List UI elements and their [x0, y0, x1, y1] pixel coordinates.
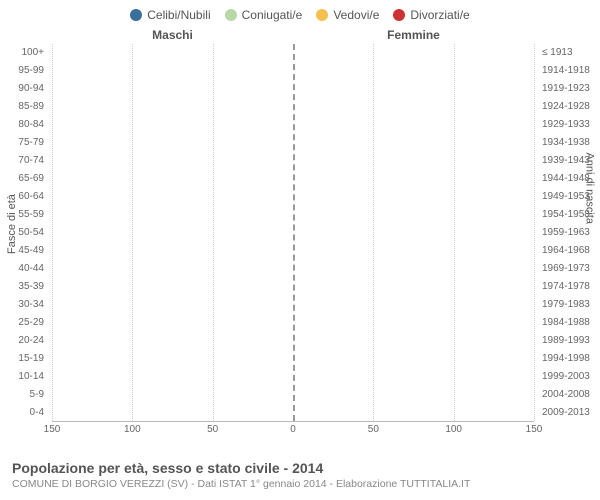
birth-tick: 2004-2008 — [538, 386, 600, 404]
age-tick: 80-84 — [0, 116, 48, 134]
legend-swatch — [316, 9, 328, 21]
pyramid-row — [52, 369, 534, 384]
pyramid-row — [52, 261, 534, 276]
birth-axis: ≤ 19131914-19181919-19231924-19281929-19… — [538, 44, 600, 422]
pyramid-row — [52, 297, 534, 312]
birth-tick: 2009-2013 — [538, 404, 600, 422]
legend-label: Coniugati/e — [242, 8, 303, 22]
male-label: Maschi — [52, 28, 293, 42]
birth-tick: 1969-1973 — [538, 260, 600, 278]
birth-tick: 1924-1928 — [538, 98, 600, 116]
legend-item: Divorziati/e — [393, 8, 469, 22]
age-tick: 5-9 — [0, 386, 48, 404]
plot-area — [52, 44, 534, 422]
x-tick: 0 — [290, 424, 296, 435]
birth-tick: 1974-1978 — [538, 278, 600, 296]
x-tick: 100 — [124, 424, 141, 435]
x-tick: 50 — [368, 424, 379, 435]
age-tick: 25-29 — [0, 314, 48, 332]
pyramid-row — [52, 225, 534, 240]
legend-label: Divorziati/e — [410, 8, 469, 22]
age-tick: 50-54 — [0, 224, 48, 242]
birth-tick: 1929-1933 — [538, 116, 600, 134]
pyramid-row — [52, 207, 534, 222]
pyramid-row — [52, 333, 534, 348]
age-tick: 20-24 — [0, 332, 48, 350]
age-axis: 100+95-9990-9485-8980-8475-7970-7465-696… — [0, 44, 48, 422]
age-tick: 0-4 — [0, 404, 48, 422]
footer: Popolazione per età, sesso e stato civil… — [12, 460, 588, 490]
birth-tick: 1989-1993 — [538, 332, 600, 350]
legend-swatch — [130, 9, 142, 21]
age-tick: 10-14 — [0, 368, 48, 386]
pyramid-row — [52, 135, 534, 150]
pyramid-row — [52, 81, 534, 96]
pyramid-row — [52, 45, 534, 60]
age-tick: 100+ — [0, 44, 48, 62]
gender-labels: Maschi Femmine — [0, 28, 600, 42]
age-tick: 90-94 — [0, 80, 48, 98]
legend-swatch — [393, 9, 405, 21]
x-tick: 150 — [526, 424, 543, 435]
birth-tick: 1959-1963 — [538, 224, 600, 242]
age-tick: 65-69 — [0, 170, 48, 188]
legend-item: Vedovi/e — [316, 8, 379, 22]
legend-label: Celibi/Nubili — [147, 8, 210, 22]
birth-tick: ≤ 1913 — [538, 44, 600, 62]
x-tick: 150 — [44, 424, 61, 435]
chart-subtitle: COMUNE DI BORGIO VEREZZI (SV) - Dati IST… — [12, 478, 588, 490]
birth-tick: 1984-1988 — [538, 314, 600, 332]
x-tick: 50 — [207, 424, 218, 435]
birth-tick: 1979-1983 — [538, 296, 600, 314]
birth-tick: 1944-1948 — [538, 170, 600, 188]
age-tick: 35-39 — [0, 278, 48, 296]
pyramid-row — [52, 315, 534, 330]
pyramid-row — [52, 279, 534, 294]
age-tick: 40-44 — [0, 260, 48, 278]
birth-tick: 1914-1918 — [538, 62, 600, 80]
pyramid-row — [52, 153, 534, 168]
legend-item: Coniugati/e — [225, 8, 303, 22]
pyramid-row — [52, 189, 534, 204]
birth-tick: 1994-1998 — [538, 350, 600, 368]
pyramid-row — [52, 243, 534, 258]
age-tick: 15-19 — [0, 350, 48, 368]
birth-tick: 1949-1953 — [538, 188, 600, 206]
age-tick: 30-34 — [0, 296, 48, 314]
birth-tick: 1964-1968 — [538, 242, 600, 260]
age-tick: 75-79 — [0, 134, 48, 152]
grid-line — [534, 44, 535, 421]
pyramid-row — [52, 99, 534, 114]
age-tick: 60-64 — [0, 188, 48, 206]
female-label: Femmine — [293, 28, 534, 42]
legend-label: Vedovi/e — [333, 8, 379, 22]
pyramid-row — [52, 63, 534, 78]
pyramid-row — [52, 171, 534, 186]
chart: Fasce di età Anni di nascita 100+95-9990… — [0, 44, 600, 442]
legend-swatch — [225, 9, 237, 21]
birth-tick: 1954-1958 — [538, 206, 600, 224]
pyramid-row — [52, 405, 534, 420]
age-tick: 85-89 — [0, 98, 48, 116]
birth-tick: 1919-1923 — [538, 80, 600, 98]
age-tick: 70-74 — [0, 152, 48, 170]
legend-item: Celibi/Nubili — [130, 8, 210, 22]
birth-tick: 1934-1938 — [538, 134, 600, 152]
pyramid-row — [52, 351, 534, 366]
birth-tick: 1939-1943 — [538, 152, 600, 170]
age-tick: 55-59 — [0, 206, 48, 224]
pyramid-row — [52, 117, 534, 132]
age-tick: 45-49 — [0, 242, 48, 260]
legend: Celibi/Nubili Coniugati/e Vedovi/e Divorzia… — [0, 0, 600, 22]
birth-tick: 1999-2003 — [538, 368, 600, 386]
age-tick: 95-99 — [0, 62, 48, 80]
x-tick: 100 — [445, 424, 462, 435]
chart-title: Popolazione per età, sesso e stato civil… — [12, 460, 588, 476]
x-axis: 15010050050100150 — [52, 424, 534, 440]
pyramid-row — [52, 387, 534, 402]
